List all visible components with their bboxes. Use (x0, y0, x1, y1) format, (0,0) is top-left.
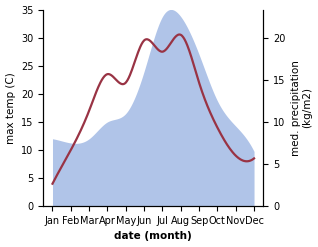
Y-axis label: max temp (C): max temp (C) (5, 72, 16, 144)
Y-axis label: med. precipitation
(kg/m2): med. precipitation (kg/m2) (291, 60, 313, 156)
X-axis label: date (month): date (month) (114, 231, 192, 242)
